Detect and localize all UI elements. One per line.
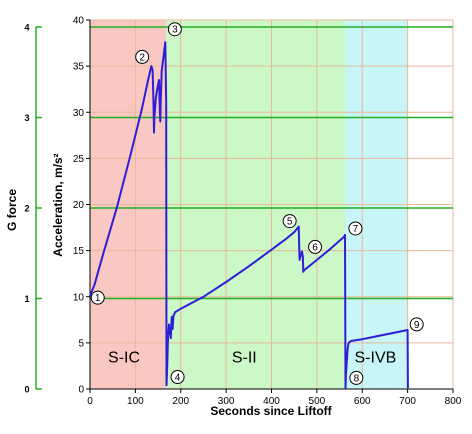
marker-label: 1 — [95, 293, 101, 304]
marker-circle — [348, 221, 363, 236]
x-tick-labels: 0 100 200 300 400 500 600 700 800 — [87, 389, 462, 407]
y-tick-label: 35 — [73, 62, 85, 73]
g-force-axis-label: G force — [5, 189, 19, 231]
marker-label: 3 — [172, 25, 178, 36]
event-marker-7: 7 — [348, 221, 363, 236]
x-tick-label: 800 — [445, 396, 462, 407]
event-marker-9: 9 — [409, 317, 424, 332]
g-tick-label: 1 — [24, 294, 29, 304]
g-tick-label: 3 — [24, 113, 29, 123]
x-tick-label: 300 — [218, 396, 235, 407]
y-axis-label: Acceleration, m/s² — [51, 153, 65, 256]
event-marker-2: 2 — [135, 49, 150, 64]
series-line-0 — [89, 41, 409, 390]
y-tick-labels: 0 5 10 15 20 25 30 35 40 — [73, 16, 90, 396]
y-tick-label: 40 — [73, 16, 85, 27]
y-tick-label: 25 — [73, 154, 85, 165]
x-tick-label: 500 — [309, 396, 326, 407]
grid-lines — [89, 19, 454, 390]
marker-circle — [282, 214, 297, 229]
stage-label-2: S-IVB — [355, 350, 397, 367]
y-tick-label: 30 — [73, 108, 85, 119]
event-marker-4: 4 — [170, 370, 185, 385]
x-tick-label: 700 — [399, 396, 416, 407]
marker-label: 5 — [287, 217, 293, 228]
event-marker-5: 5 — [282, 214, 297, 229]
x-tick-label: 0 — [87, 396, 93, 407]
event-marker-1: 1 — [90, 290, 105, 305]
marker-circle — [135, 49, 150, 64]
series-group — [89, 41, 409, 390]
x-axis-label: Seconds since Liftoff — [210, 404, 332, 418]
y-tick-label: 5 — [78, 338, 84, 349]
marker-circle — [90, 290, 105, 305]
event-marker-3: 3 — [167, 22, 182, 37]
x-tick-label: 100 — [127, 396, 144, 407]
stage-label-1: S-II — [232, 350, 257, 367]
marker-label: 2 — [139, 52, 145, 63]
g-tick-label: 4 — [24, 23, 29, 33]
marker-circle — [349, 370, 364, 385]
y-tick-label: 10 — [73, 292, 85, 303]
event-marker-8: 8 — [349, 370, 364, 385]
stage-label-0: S-IC — [108, 350, 140, 367]
event-marker-6: 6 — [308, 239, 323, 254]
x-tick-label: 400 — [263, 396, 280, 407]
y-tick-label: 15 — [73, 246, 85, 257]
marker-label: 8 — [354, 373, 360, 384]
g-force-lines — [90, 26, 453, 300]
y-tick-label: 20 — [73, 200, 85, 211]
g-tick-label: 2 — [24, 204, 29, 214]
g-tick-label: 0 — [24, 385, 29, 395]
stage-labels: S-IC S-II S-IVB — [108, 350, 396, 367]
marker-label: 7 — [353, 224, 359, 235]
marker-circle — [167, 22, 182, 37]
x-tick-label: 600 — [354, 396, 371, 407]
x-tick-label: 200 — [172, 396, 189, 407]
y-tick-label: 0 — [78, 385, 84, 396]
marker-label: 6 — [312, 242, 318, 253]
g-force-axis: 0 1 2 3 4 — [24, 23, 42, 395]
marker-label: 4 — [175, 373, 181, 384]
event-markers: 1 2 3 4 5 6 7 8 9 — [90, 22, 424, 385]
marker-label: 9 — [414, 320, 420, 331]
marker-circle — [170, 370, 185, 385]
marker-circle — [409, 317, 424, 332]
marker-circle — [308, 239, 323, 254]
